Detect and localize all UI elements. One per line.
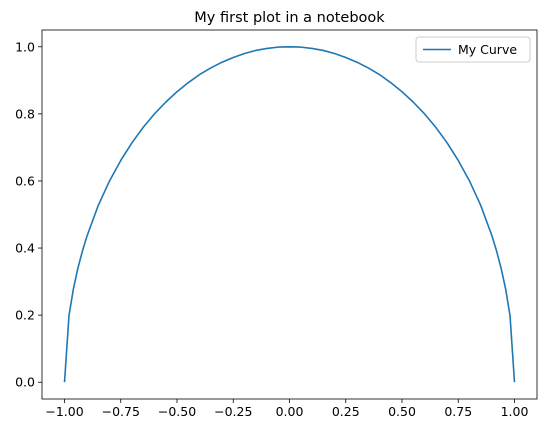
x-tick-label: 1.00 xyxy=(501,404,529,419)
legend-label-my-curve: My Curve xyxy=(458,42,517,57)
x-tick-label: 0.25 xyxy=(332,404,360,419)
y-tick-label: 0.2 xyxy=(15,308,35,323)
y-tick-label: 0.6 xyxy=(15,173,35,188)
legend-box xyxy=(415,36,531,63)
y-tick-label: 0.0 xyxy=(15,375,35,390)
series-line-my-curve xyxy=(63,45,516,383)
x-tick-label: 0.75 xyxy=(444,404,472,419)
y-tick-label: 0.4 xyxy=(15,241,35,256)
x-tick-label: −1.00 xyxy=(45,404,83,419)
x-tick-label: 0.00 xyxy=(276,404,304,419)
plot-frame xyxy=(41,29,538,400)
x-axis: −1.00 −0.75 −0.50 −0.25 0.00 0.25 0.50 0.75 1.00 xyxy=(45,399,528,419)
plot-area xyxy=(63,45,516,383)
x-tick-label: 0.50 xyxy=(388,404,416,419)
x-tick-label: −0.75 xyxy=(102,404,140,419)
y-tick-label: 1.0 xyxy=(15,39,35,54)
x-tick-label: −0.50 xyxy=(158,404,196,419)
y-tick-label: 0.8 xyxy=(15,106,35,121)
legend: My Curve xyxy=(415,36,531,63)
x-tick-label: −0.25 xyxy=(214,404,252,419)
y-axis: 0.0 0.2 0.4 0.6 0.8 1.0 xyxy=(15,39,42,390)
chart-title: My first plot in a notebook xyxy=(194,10,385,26)
